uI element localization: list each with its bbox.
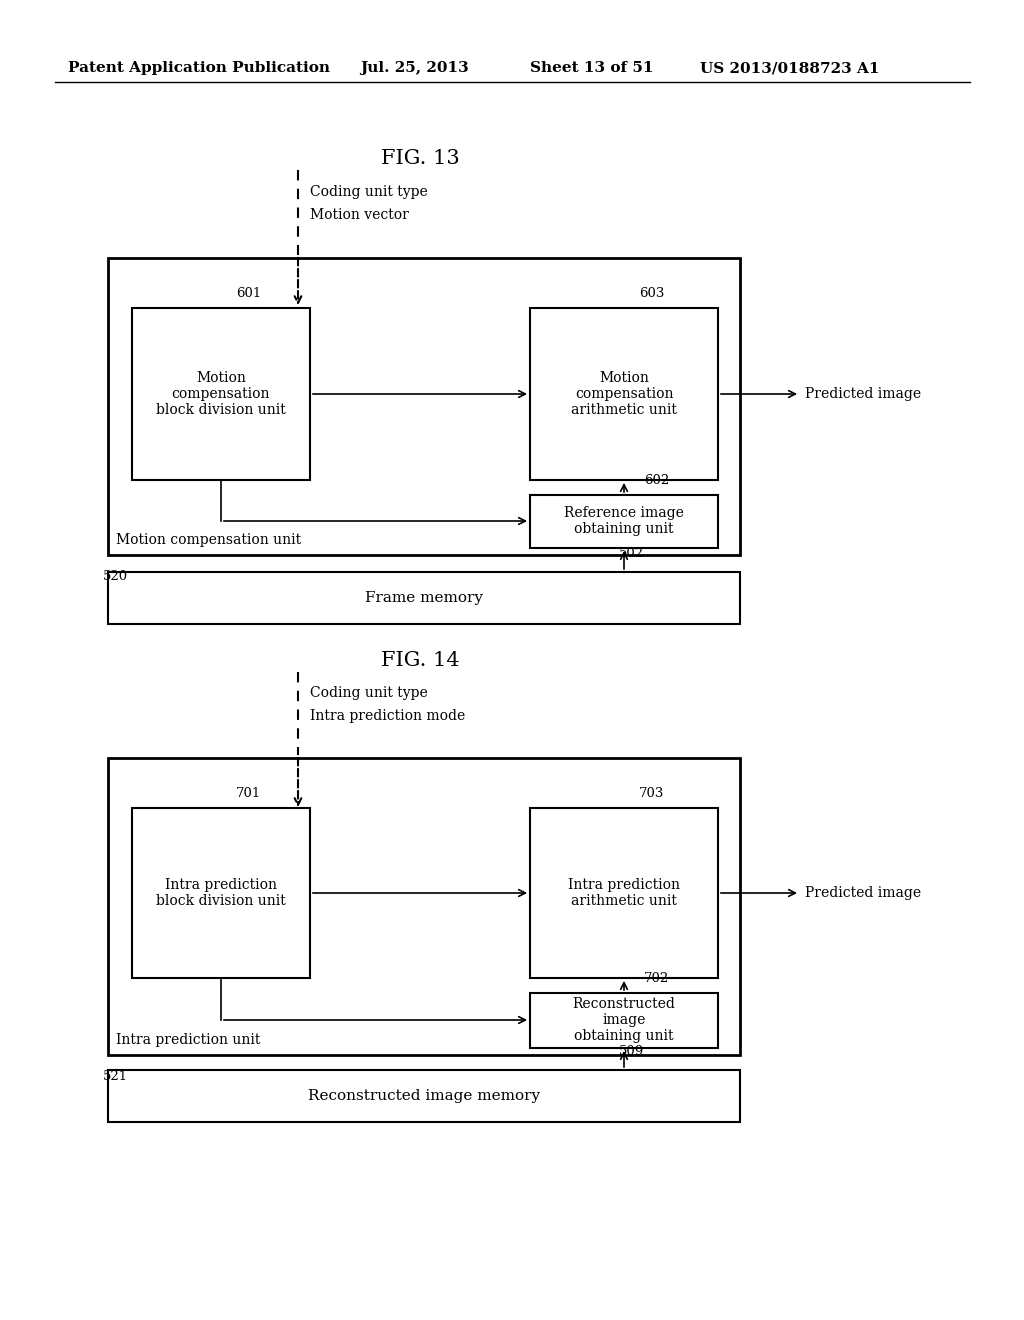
Text: Reconstructed image memory: Reconstructed image memory — [308, 1089, 540, 1104]
Bar — [108, 257, 740, 554]
Text: FIG. 13: FIG. 13 — [381, 149, 460, 168]
Bar — [108, 758, 740, 1055]
Text: Motion vector: Motion vector — [310, 209, 409, 222]
Bar — [530, 308, 718, 480]
Text: Coding unit type: Coding unit type — [310, 686, 428, 700]
Text: 502: 502 — [618, 546, 644, 560]
Text: 602: 602 — [644, 474, 670, 487]
Text: FIG. 14: FIG. 14 — [381, 651, 460, 669]
Bar — [530, 808, 718, 978]
Text: Motion compensation unit: Motion compensation unit — [116, 533, 301, 546]
Text: 701: 701 — [236, 787, 261, 800]
Text: US 2013/0188723 A1: US 2013/0188723 A1 — [700, 61, 880, 75]
Text: 702: 702 — [644, 972, 670, 985]
Bar — [108, 572, 740, 624]
Text: Intra prediction mode: Intra prediction mode — [310, 709, 465, 723]
Text: Motion
compensation
block division unit: Motion compensation block division unit — [156, 371, 286, 417]
Text: Intra prediction unit: Intra prediction unit — [116, 1034, 260, 1047]
Text: 603: 603 — [639, 286, 665, 300]
Text: Frame memory: Frame memory — [365, 591, 483, 605]
Text: Reconstructed
image
obtaining unit: Reconstructed image obtaining unit — [572, 997, 676, 1043]
Text: Predicted image: Predicted image — [805, 886, 922, 900]
Bar — [530, 993, 718, 1048]
Bar — [530, 495, 718, 548]
Text: 601: 601 — [236, 286, 261, 300]
Text: 520: 520 — [103, 570, 128, 583]
Text: Patent Application Publication: Patent Application Publication — [68, 61, 330, 75]
Text: Reference image
obtaining unit: Reference image obtaining unit — [564, 506, 684, 536]
Text: Jul. 25, 2013: Jul. 25, 2013 — [360, 61, 469, 75]
Text: Intra prediction
block division unit: Intra prediction block division unit — [156, 878, 286, 908]
Text: Intra prediction
arithmetic unit: Intra prediction arithmetic unit — [568, 878, 680, 908]
Bar — [132, 308, 310, 480]
Text: Motion
compensation
arithmetic unit: Motion compensation arithmetic unit — [571, 371, 677, 417]
Text: 521: 521 — [103, 1071, 128, 1084]
Text: Predicted image: Predicted image — [805, 387, 922, 401]
Bar — [108, 1071, 740, 1122]
Text: Coding unit type: Coding unit type — [310, 185, 428, 199]
Text: 509: 509 — [618, 1045, 644, 1059]
Text: Sheet 13 of 51: Sheet 13 of 51 — [530, 61, 653, 75]
Bar — [132, 808, 310, 978]
Text: 703: 703 — [639, 787, 665, 800]
